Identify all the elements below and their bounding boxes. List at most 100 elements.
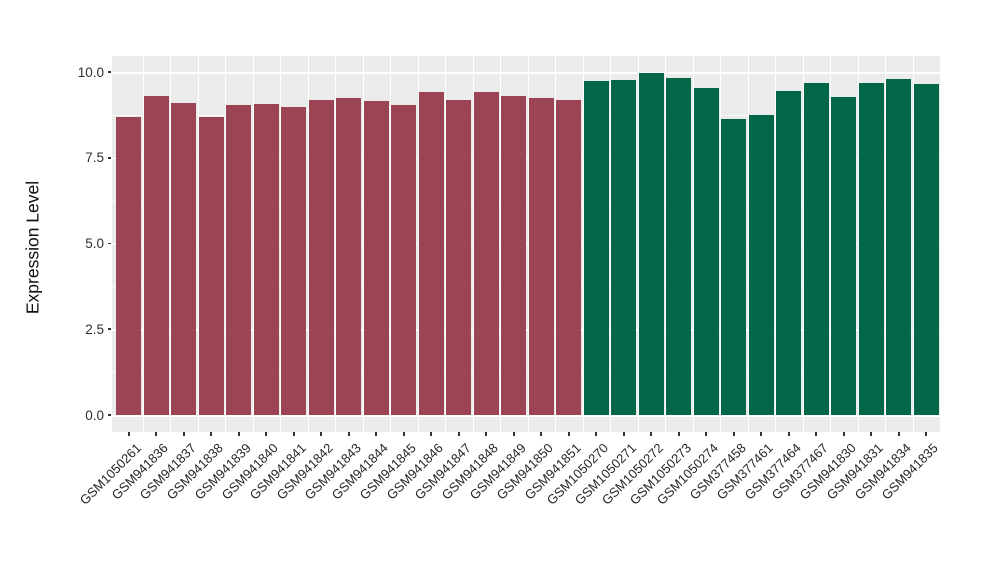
x-tick-mark	[815, 432, 818, 436]
x-tick-mark	[842, 432, 845, 436]
bar-GSM941830	[831, 97, 857, 415]
x-tick-mark	[155, 432, 158, 436]
x-tick-mark	[402, 432, 405, 436]
bar-GSM941831	[858, 82, 884, 415]
x-tick-mark	[347, 432, 350, 436]
gridline-x	[555, 56, 557, 432]
x-tick-mark	[182, 432, 185, 436]
bar-GSM941842	[308, 99, 334, 415]
y-tick-label: 10.0	[77, 64, 104, 80]
x-tick-mark	[677, 432, 680, 436]
y-tick-mark	[107, 156, 111, 159]
bar-GSM941837	[171, 102, 197, 415]
x-tick-mark	[375, 432, 378, 436]
gridline-major-y	[112, 415, 940, 417]
bar-GSM941840	[253, 103, 279, 415]
bar-GSM941851	[556, 100, 582, 415]
x-tick-mark	[925, 432, 928, 436]
x-tick-mark	[595, 432, 598, 436]
y-tick-mark	[107, 71, 111, 73]
x-tick-mark	[897, 432, 900, 436]
x-tick-mark	[127, 432, 130, 436]
x-tick-mark	[265, 432, 268, 436]
bar-GSM1050271	[611, 79, 637, 415]
bar-GSM377467	[803, 82, 829, 415]
gridline-x	[225, 56, 227, 432]
gridline-x	[802, 56, 804, 432]
x-tick-mark	[567, 432, 570, 436]
y-tick-mark	[107, 414, 111, 416]
bar-GSM941839	[226, 104, 252, 415]
bar-GSM941849	[501, 96, 527, 415]
y-tick-label: 5.0	[85, 236, 104, 251]
gridline-x	[335, 56, 337, 432]
gridline-x	[252, 56, 254, 432]
gridline-x	[472, 56, 474, 432]
x-tick-mark	[760, 432, 763, 436]
x-tick-mark	[512, 432, 515, 436]
gridline-x	[527, 56, 529, 432]
bar-GSM941850	[528, 98, 554, 415]
gridline-x	[582, 56, 584, 432]
gridline-x	[280, 56, 282, 432]
bar-GSM941845	[391, 104, 417, 415]
x-tick-mark	[650, 432, 653, 436]
x-tick-mark	[622, 432, 625, 436]
x-tick-mark	[870, 432, 873, 436]
gridline-x	[610, 56, 612, 432]
x-tick-mark	[732, 432, 735, 436]
bar-GSM941846	[418, 92, 444, 415]
gridline-x	[665, 56, 667, 432]
bar-GSM941835	[913, 84, 939, 415]
y-tick-mark	[107, 328, 111, 331]
bar-GSM941838	[198, 117, 224, 415]
gridline-x	[775, 56, 777, 432]
gridline-x	[307, 56, 309, 432]
bar-GSM941841	[281, 107, 307, 415]
bar-GSM377458	[721, 119, 747, 415]
bar-GSM1050261	[116, 116, 142, 415]
y-axis-title: Expression Level	[22, 180, 43, 315]
x-tick-mark	[237, 432, 240, 436]
gridline-x	[857, 56, 859, 432]
plot-panel	[112, 56, 940, 432]
bar-GSM941834	[886, 79, 912, 415]
gridline-x	[170, 56, 172, 432]
gridline-x	[912, 56, 914, 432]
y-tick-label: 0.0	[85, 407, 104, 423]
gridline-x	[720, 56, 722, 432]
x-tick-mark	[292, 432, 295, 436]
gridline-x	[692, 56, 694, 432]
x-tick-mark	[320, 432, 323, 436]
bar-GSM377461	[748, 115, 774, 415]
gridline-x	[362, 56, 364, 432]
x-tick-mark	[540, 432, 543, 436]
bar-GSM941836	[143, 96, 169, 415]
gridline-x	[830, 56, 832, 432]
bar-GSM941847	[446, 100, 472, 415]
x-tick-mark	[457, 432, 460, 436]
x-tick-mark	[210, 432, 213, 436]
bar-GSM377464	[776, 90, 802, 415]
bar-GSM1050274	[693, 87, 719, 415]
gridline-x	[197, 56, 199, 432]
bar-GSM1050272	[638, 73, 664, 415]
gridline-x	[747, 56, 749, 432]
bar-GSM941848	[473, 91, 499, 415]
y-tick-mark	[107, 242, 111, 245]
gridline-major-y	[112, 72, 940, 74]
x-tick-mark	[787, 432, 790, 436]
gridline-x	[637, 56, 639, 432]
gridline-x	[500, 56, 502, 432]
bar-GSM1050270	[583, 80, 609, 415]
x-tick-mark	[705, 432, 708, 436]
gridline-x	[142, 56, 144, 432]
gridline-x	[417, 56, 419, 432]
x-tick-mark	[430, 432, 433, 436]
bar-GSM941844	[363, 100, 389, 415]
bar-GSM1050273	[666, 77, 692, 415]
y-tick-label: 2.5	[85, 321, 104, 337]
gridline-x	[445, 56, 447, 432]
gridline-x	[390, 56, 392, 432]
